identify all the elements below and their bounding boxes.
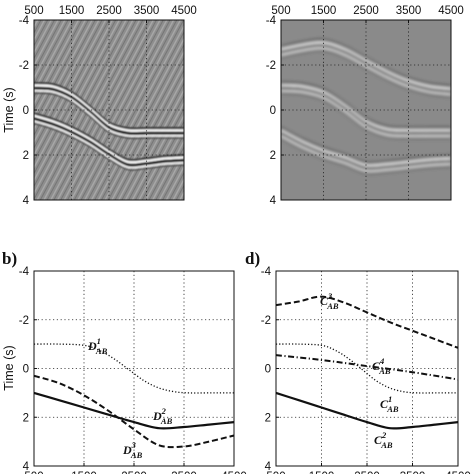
panel-b-event-2-wavelet-3 bbox=[281, 86, 451, 135]
panel-a-y-tick-label: 0 bbox=[23, 105, 29, 117]
panel-a-background bbox=[34, 20, 184, 200]
panel-b-y-tick-label: -4 bbox=[266, 15, 277, 27]
panel-c-x-tick-label: 1500 bbox=[71, 471, 97, 474]
panel-c-y-axis-label: Time (s) bbox=[2, 345, 16, 390]
panel-c-x-tick-label: 2500 bbox=[121, 471, 147, 474]
panel-b-seismic-image: 500 1500 2500 3500 4500 -4 -2 0 2 4 bbox=[266, 5, 464, 207]
panel-c-y-tick-label: 4 bbox=[23, 461, 30, 473]
panel-d-curve-label-1: C1 AB bbox=[380, 394, 399, 414]
series-d-ab-2-line bbox=[33, 391, 235, 430]
panel-b-x-tick-label: 500 bbox=[271, 5, 290, 17]
panel-d-background bbox=[276, 271, 458, 466]
panel-a-x-tick-label: 500 bbox=[24, 5, 43, 17]
panel-c-y-tick-label: -4 bbox=[19, 266, 30, 278]
panel-b-event-3-wavelet-1 bbox=[281, 127, 451, 165]
series-c-ab-3-line bbox=[275, 295, 459, 349]
panel-b-event-2-wavelet-5 bbox=[281, 92, 451, 139]
panel-c-label: b) bbox=[2, 249, 17, 268]
panel-b-x-tick-label: 4500 bbox=[438, 5, 464, 17]
panel-a-x-tick-label: 3500 bbox=[134, 5, 160, 17]
panel-c-curve-label-1: D1 AB bbox=[87, 336, 108, 356]
panel-d-x-tick-label: 3500 bbox=[400, 471, 426, 474]
panel-b-x-tick-label: 2500 bbox=[353, 5, 379, 17]
panel-d-y-tick-label: 4 bbox=[265, 461, 272, 473]
panel-a-x-tick-label: 4500 bbox=[171, 5, 197, 17]
panel-b-event-1-wavelet-3 bbox=[281, 43, 451, 93]
panel-c-x-tick-label: 4500 bbox=[221, 471, 247, 474]
panel-a-x-tick-label: 2500 bbox=[96, 5, 122, 17]
panel-d-y-tick-label: 0 bbox=[265, 364, 271, 376]
panel-c-x-tick-label: 500 bbox=[24, 471, 43, 474]
panel-a-event-1-wavelet-4 bbox=[34, 89, 184, 138]
panel-c-y-tick-label: 2 bbox=[23, 412, 29, 424]
panel-c-y-tick-label: -2 bbox=[19, 315, 29, 327]
panel-a-y-axis-label: Time (s) bbox=[2, 87, 16, 132]
panel-d-x-tick-label: 2500 bbox=[354, 471, 380, 474]
panel-b-y-tick-label: 4 bbox=[270, 195, 277, 207]
panel-a-seismic-image: 500 1500 2500 3500 4500 -4 -2 0 2 4 Time (s) bbox=[2, 5, 197, 207]
panel-d-curve-label-4: C4 AB bbox=[372, 356, 391, 376]
panel-c-curve-label-3: D3 AB bbox=[122, 440, 143, 460]
panel-b-y-tick-label: 0 bbox=[270, 105, 276, 117]
panel-a-x-tick-label: 1500 bbox=[59, 5, 85, 17]
series-d-ab-1-line bbox=[33, 343, 234, 394]
panel-a-y-tick-label: 4 bbox=[23, 195, 30, 207]
panel-d-curve-label-3: C3 AB bbox=[320, 291, 339, 311]
panel-d-x-tick-label: 500 bbox=[266, 471, 285, 474]
panel-a-y-tick-label: 2 bbox=[23, 150, 29, 162]
panel-a-event-1-wavelet-2 bbox=[34, 84, 184, 133]
panel-c-x-tick-label: 3500 bbox=[171, 471, 197, 474]
panel-b-x-tick-label: 1500 bbox=[311, 5, 337, 17]
panel-c-curve-label-2: D2 AB bbox=[152, 406, 173, 426]
panel-b-event-1-wavelet-2 bbox=[281, 41, 451, 91]
series-c-ab-2-line bbox=[275, 391, 459, 430]
panel-d-x-tick-label: 1500 bbox=[309, 471, 335, 474]
panel-a-event-2-wavelet-5 bbox=[34, 122, 184, 171]
panel-d-y-tick-label: 2 bbox=[265, 412, 271, 424]
panel-a-event-2-wavelet-3 bbox=[34, 117, 184, 167]
panel-a-y-tick-label: -2 bbox=[19, 60, 29, 72]
panel-a-event-1-wavelet-5 bbox=[34, 92, 184, 140]
panel-b-event-3-wavelet-4 bbox=[281, 134, 451, 172]
panel-c-y-tick-label: 0 bbox=[23, 364, 29, 376]
panel-b-event-1-wavelet-5 bbox=[281, 49, 451, 98]
panel-d-x-tick-label: 4500 bbox=[445, 471, 471, 474]
panel-b-x-tick-label: 3500 bbox=[396, 5, 422, 17]
panel-d-curve-label-2: C2 AB bbox=[374, 430, 393, 450]
panel-a-event-1-wavelet-1 bbox=[34, 81, 184, 130]
panel-b-y-tick-label: 2 bbox=[270, 150, 276, 162]
panel-d-y-tick-label: -2 bbox=[261, 315, 271, 327]
panel-a-event-2-wavelet-2 bbox=[34, 114, 184, 164]
panel-a-y-tick-label: -4 bbox=[19, 15, 30, 27]
panel-b-event-2-wavelet-2 bbox=[281, 84, 451, 132]
panel-b-event-3-wavelet-3 bbox=[281, 131, 451, 170]
panel-d-y-tick-label: -4 bbox=[261, 266, 272, 278]
panel-b-y-tick-label: -2 bbox=[266, 60, 276, 72]
series-c-ab-1-line bbox=[275, 343, 458, 394]
panel-d-label: d) bbox=[245, 249, 260, 268]
